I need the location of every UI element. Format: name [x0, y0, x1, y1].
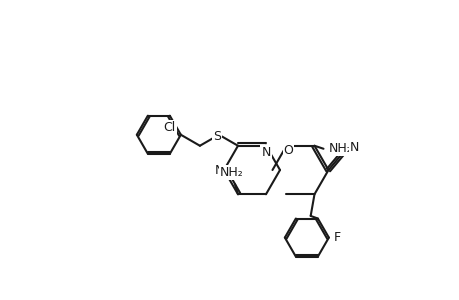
Text: Cl: Cl: [163, 121, 176, 134]
Text: F: F: [333, 231, 340, 244]
Text: O: O: [283, 144, 293, 157]
Text: S: S: [213, 130, 220, 143]
Text: NH₂: NH₂: [328, 142, 352, 155]
Text: N: N: [261, 146, 270, 159]
Text: N: N: [349, 141, 358, 154]
Text: N: N: [214, 164, 223, 176]
Text: NH₂: NH₂: [220, 166, 243, 179]
